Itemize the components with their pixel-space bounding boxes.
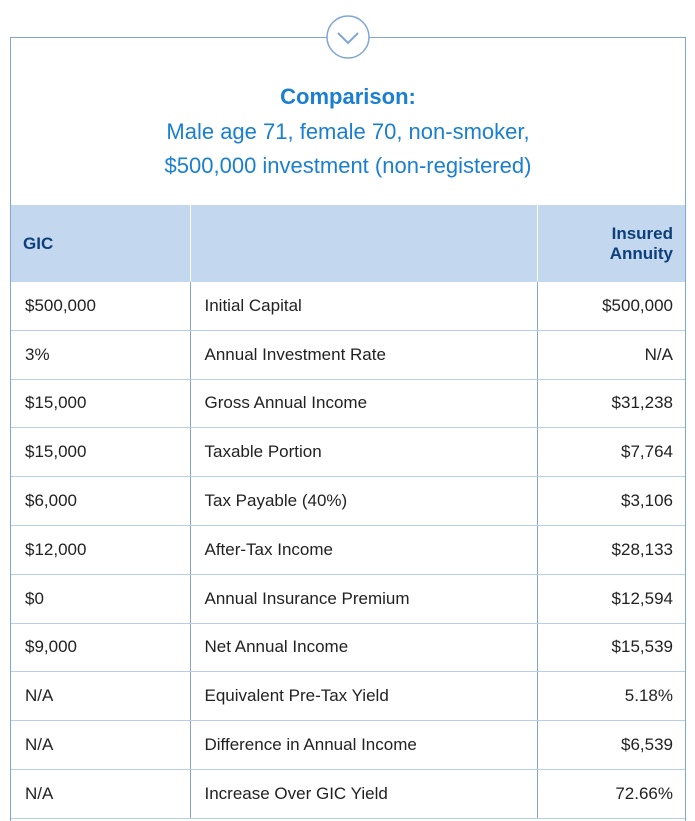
table-cell: $15,000 (11, 427, 190, 478)
column-header (189, 205, 537, 282)
table-row: $6,000 Tax Payable (40%) $3,106 (11, 476, 685, 526)
table-row: N/A Equivalent Pre-Tax Yield 5.18% (11, 671, 685, 722)
table-cell: Tax Payable (40%) (189, 476, 537, 526)
table-cell: N/A (11, 720, 190, 770)
table-cell: Taxable Portion (189, 427, 537, 478)
table-cell: $15,000 (11, 379, 190, 429)
table-row: $500,000 Initial Capital $500,000 (11, 282, 685, 331)
table-cell: $500,000 (11, 282, 190, 331)
table-cell: After-Tax Income (189, 525, 537, 575)
table-cell: $12,000 (11, 525, 190, 575)
table-row: $0 Annual Insurance Premium $12,594 (11, 574, 685, 624)
table-row: $15,000 Taxable Portion $7,764 (11, 427, 685, 478)
table-cell: $31,238 (536, 379, 685, 429)
table-cell: $28,133 (536, 525, 685, 575)
table-cell: $7,764 (536, 427, 685, 478)
comparison-table: GIC Insured Annuity $500,000 Initial Capit… (11, 205, 685, 819)
title: Comparison: (280, 84, 416, 109)
subtitle: $500,000 investment (non-registered) (164, 153, 532, 178)
column-header: Insured Annuity (536, 205, 685, 282)
table-cell: Annual Investment Rate (189, 330, 537, 380)
table-cell: N/A (11, 769, 190, 819)
table-cell: Net Annual Income (189, 623, 537, 673)
table-row: N/A Difference in Annual Income $6,539 (11, 720, 685, 770)
table-cell: Increase Over GIC Yield (189, 769, 537, 819)
table-cell: 5.18% (536, 671, 685, 722)
table-cell: Difference in Annual Income (189, 720, 537, 770)
expand-icon[interactable] (325, 14, 371, 60)
table-cell: Equivalent Pre-Tax Yield (189, 671, 537, 722)
table-cell: Initial Capital (189, 282, 537, 331)
table-cell: 72.66% (536, 769, 685, 819)
table-row: $12,000 After-Tax Income $28,133 (11, 525, 685, 575)
table-cell: N/A (536, 330, 685, 380)
table-row: N/A Increase Over GIC Yield 72.66% (11, 769, 685, 819)
table-cell: $0 (11, 574, 190, 624)
table-cell: Gross Annual Income (189, 379, 537, 429)
column-header: GIC (11, 205, 190, 282)
table-cell: $15,539 (536, 623, 685, 673)
table-cell: $500,000 (536, 282, 685, 331)
table-cell: 3% (11, 330, 190, 380)
table-row: 3% Annual Investment Rate N/A (11, 330, 685, 380)
table-cell: $3,106 (536, 476, 685, 526)
table-cell: N/A (11, 671, 190, 722)
table-cell: $6,000 (11, 476, 190, 526)
subtitle: Male age 71, female 70, non-smoker, (166, 119, 530, 144)
table-cell: $9,000 (11, 623, 190, 673)
table-row: $15,000 Gross Annual Income $31,238 (11, 379, 685, 429)
table-cell: Annual Insurance Premium (189, 574, 537, 624)
table-cell: $6,539 (536, 720, 685, 770)
table-row: $9,000 Net Annual Income $15,539 (11, 623, 685, 673)
table-cell: $12,594 (536, 574, 685, 624)
